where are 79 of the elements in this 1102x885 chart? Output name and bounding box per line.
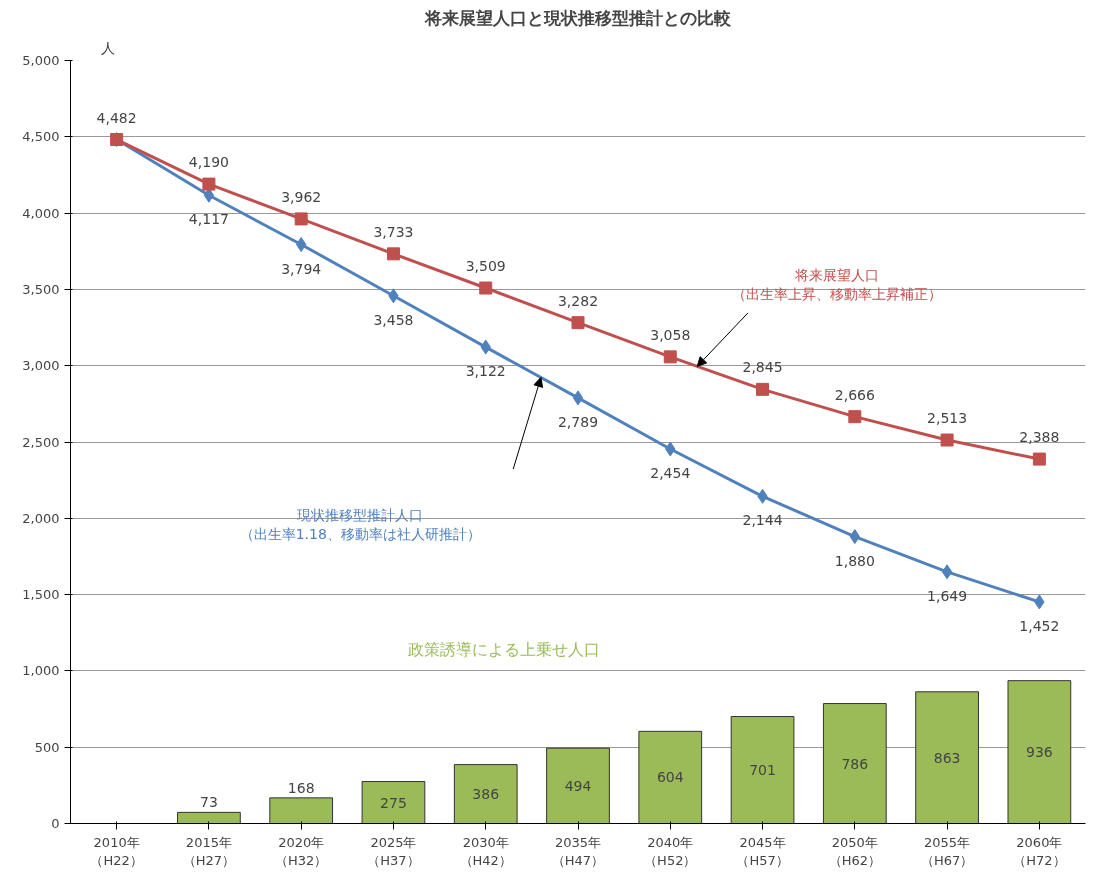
- data-label: 4,190: [188, 154, 229, 171]
- y-axis-title: 人: [100, 39, 115, 56]
- y-tick-label: 4,500: [22, 129, 60, 145]
- data-label: 2,144: [742, 512, 783, 529]
- data-label: 1,649: [927, 587, 968, 604]
- x-tick-label: 2060年（H72）: [1013, 834, 1066, 868]
- point: [1032, 452, 1046, 466]
- point: [202, 177, 216, 191]
- bar: [453, 764, 518, 824]
- data-label: 3,058: [650, 326, 691, 343]
- data-label: 3,962: [281, 188, 322, 205]
- point: [572, 390, 584, 406]
- y-tick-label: 0: [51, 816, 60, 831]
- x-tick-label: 2040年（H52）: [644, 834, 697, 868]
- data-label: 2,454: [650, 465, 691, 482]
- data-label: 1,880: [834, 552, 875, 569]
- y-tick-label: 500: [34, 739, 60, 755]
- bar: [361, 781, 426, 824]
- bar: [915, 691, 979, 824]
- y-tick-label: 3,500: [22, 281, 60, 297]
- bar: [822, 703, 887, 824]
- x-tick-label: 2045年（H57）: [736, 834, 789, 868]
- x-tick-label: 2030年（H42）: [459, 834, 512, 868]
- x-tick-label: 2020年（H32）: [275, 834, 328, 868]
- data-label: 604: [656, 769, 684, 786]
- data-label: 3,282: [557, 292, 599, 309]
- point: [663, 350, 677, 364]
- x-tick-label: 2025年（H37）: [367, 834, 420, 868]
- bar: [269, 797, 334, 824]
- bar: [546, 747, 610, 824]
- y-tick-label: 1,000: [22, 663, 60, 679]
- data-label: 4,482: [96, 109, 137, 126]
- data-label: 168: [287, 779, 315, 796]
- data-label: 3,509: [465, 258, 506, 275]
- point: [571, 316, 585, 330]
- point: [848, 410, 862, 424]
- y-tick-label: 2,500: [22, 434, 60, 450]
- bar: [1007, 680, 1072, 824]
- y-tick-label: 4,000: [22, 205, 60, 221]
- point: [756, 382, 770, 396]
- bar: [177, 811, 241, 824]
- data-label: 786: [841, 755, 869, 772]
- bar: [730, 716, 795, 824]
- point: [479, 281, 493, 295]
- x-tick-label: 2050年（H62）: [828, 834, 881, 868]
- data-label: 73: [200, 794, 218, 811]
- text: 将来展望人口（出生率上昇、移動率上昇補正）: [732, 267, 943, 303]
- chart-title: 将来展望人口と現状推移型推計との比較: [424, 7, 732, 28]
- y-tick-label: 3,000: [22, 358, 60, 374]
- data-label: 2,513: [927, 410, 968, 427]
- point: [941, 564, 953, 580]
- point: [294, 212, 308, 226]
- data-label: 936: [1026, 744, 1053, 761]
- text: 政策誘導による上乗せ人口: [408, 639, 601, 659]
- x-tick-label: 2010年（H22）: [90, 834, 143, 868]
- x-tick-label: 2055年（H67）: [920, 834, 974, 868]
- x-tick-label: 2035年（H47）: [551, 834, 605, 868]
- data-label: 863: [933, 749, 961, 766]
- x-tick-label: 2015年（H27）: [182, 834, 236, 868]
- point: [940, 433, 954, 447]
- data-label: 4,117: [188, 211, 229, 228]
- bar: [638, 730, 703, 824]
- data-label: 701: [749, 762, 776, 779]
- data-label: 2,388: [1019, 429, 1060, 446]
- y-tick-label: 2,000: [22, 510, 60, 526]
- y-tick-label: 1,500: [22, 587, 60, 603]
- data-label: 494: [564, 777, 592, 794]
- data-label: 3,458: [373, 311, 414, 328]
- data-label: 386: [472, 786, 500, 803]
- data-label: 3,794: [281, 260, 322, 277]
- data-label: 2,666: [834, 386, 875, 403]
- data-label: 1,452: [1019, 617, 1060, 634]
- y-tick-label: 5,000: [22, 53, 60, 68]
- data-label: 2,789: [557, 413, 599, 430]
- data-label: 2,845: [742, 359, 783, 376]
- data-label: 275: [380, 794, 407, 811]
- data-label: 3,122: [465, 363, 506, 380]
- point: [386, 247, 400, 261]
- data-label: 3,733: [373, 223, 414, 240]
